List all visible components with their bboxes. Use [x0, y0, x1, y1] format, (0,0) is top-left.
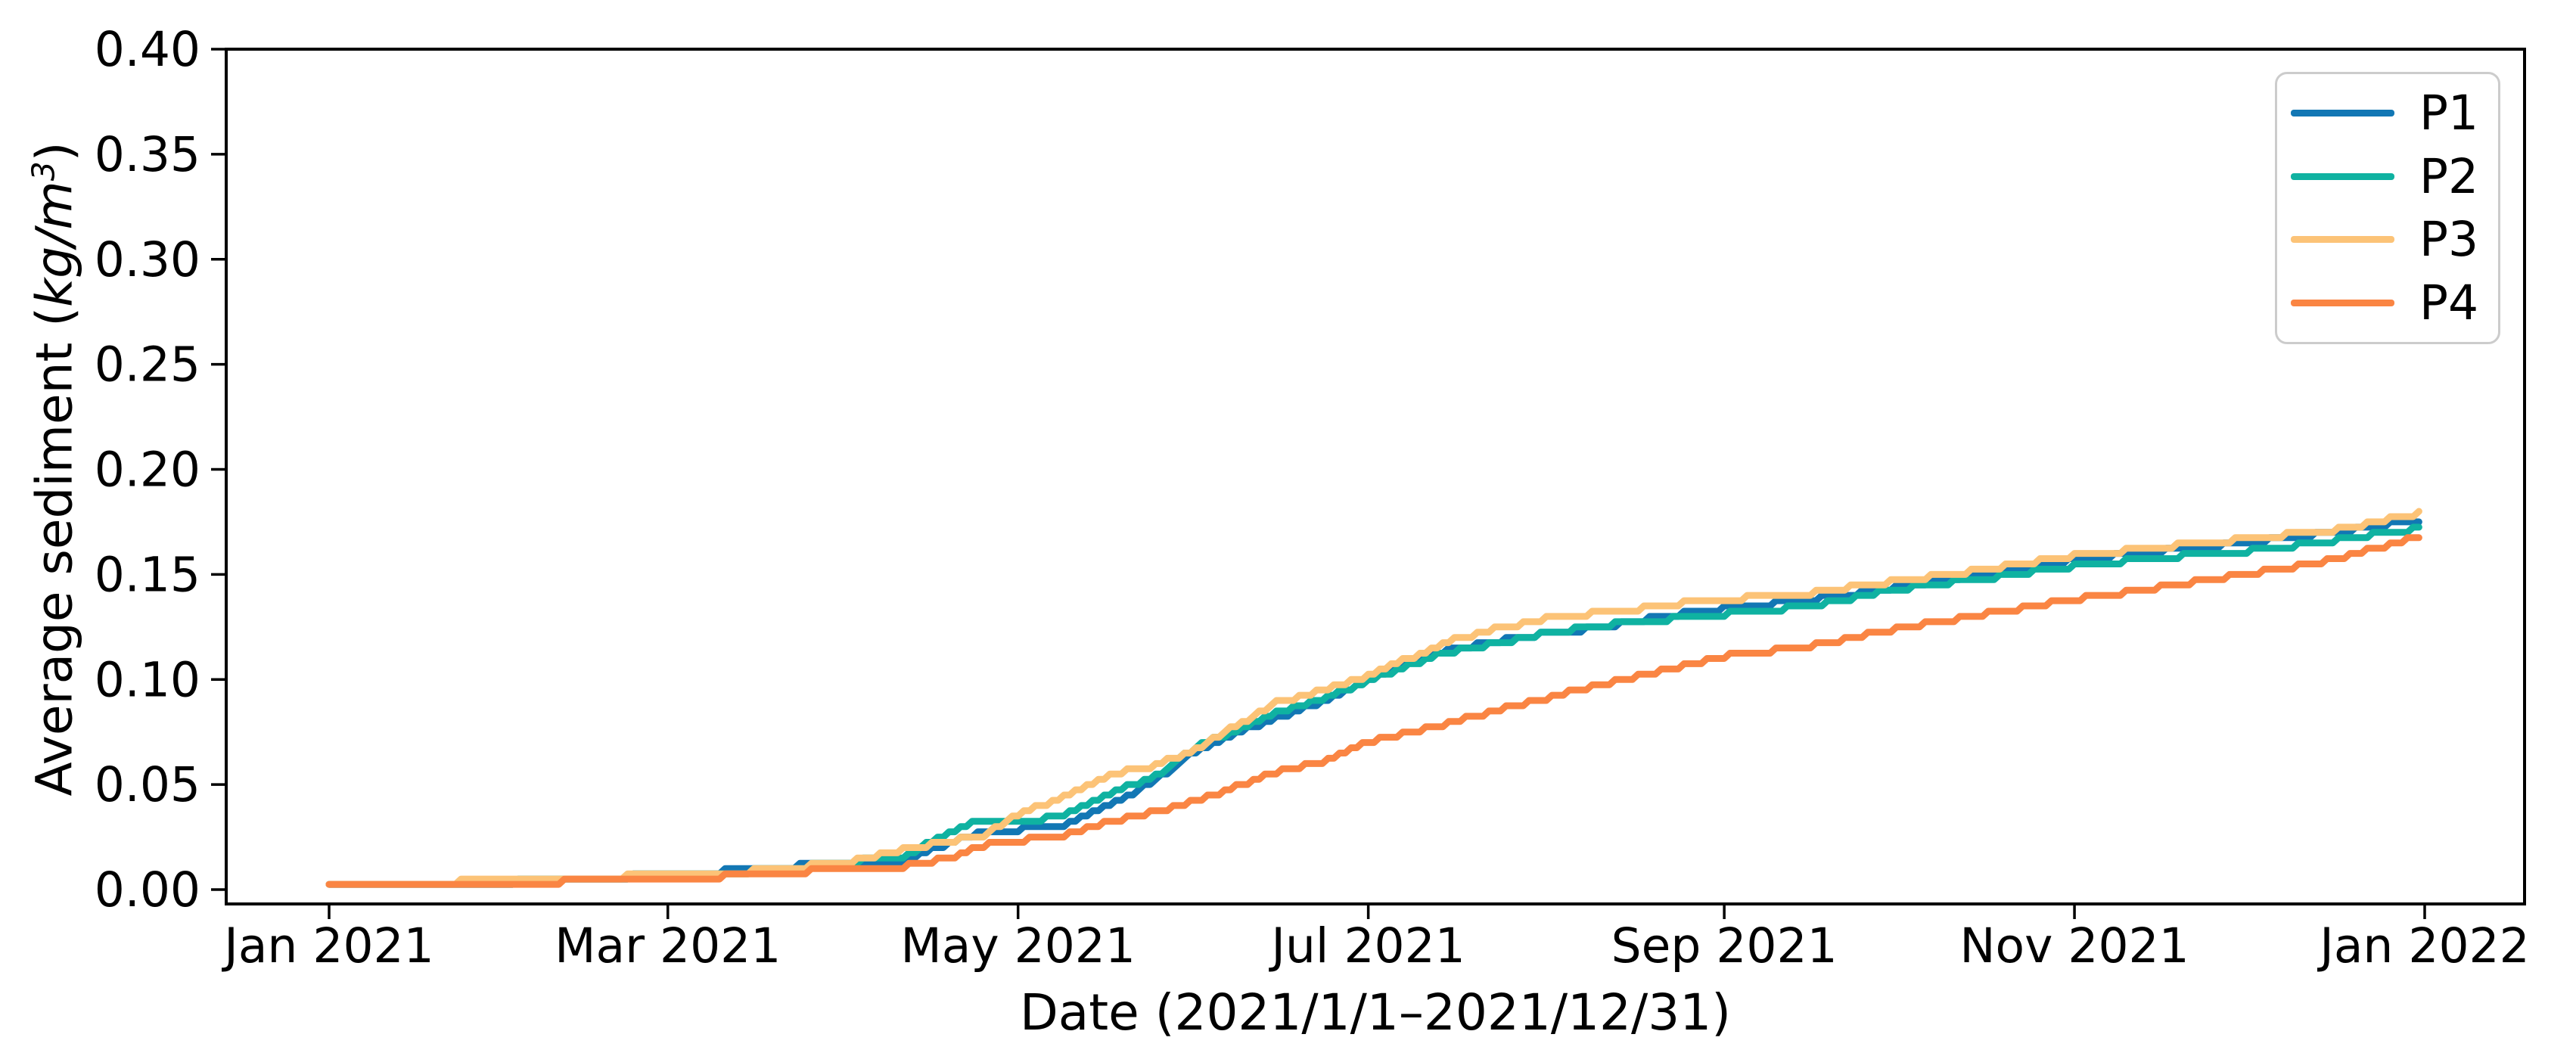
y-tick-label: 0.35 — [95, 127, 200, 182]
legend-label-p1: P1 — [2419, 85, 2479, 141]
y-tick-label: 0.20 — [95, 443, 200, 498]
x-ticks: Jan 2021 Mar 2021 May 2021 Jul 2021 Sep 2021… — [221, 904, 2530, 974]
series-line-p3 — [325, 508, 2422, 888]
y-ticks: 0.00 0.05 0.10 0.15 0.20 0.25 0.30 0.35 0.40 — [95, 22, 226, 918]
x-tick-label: May 2021 — [900, 918, 1136, 974]
legend-label-p3: P3 — [2419, 212, 2479, 268]
legend-line-swatch-p2-icon — [2291, 172, 2394, 180]
x-tick-label: Nov 2021 — [1959, 918, 2189, 974]
series-line-p4 — [325, 534, 2422, 888]
y-tick-label: 0.05 — [95, 757, 200, 812]
y-axis-label-prefix: Average sediment ( — [25, 306, 84, 797]
legend-label-p2: P2 — [2419, 148, 2479, 204]
x-tick-label: Jul 2021 — [1268, 918, 1465, 974]
y-axis-label-superscript: 3 — [25, 161, 62, 182]
y-tick-label: 0.10 — [95, 652, 200, 707]
y-tick-label: 0.25 — [95, 337, 200, 393]
legend-item-p3: P3 — [2291, 216, 2498, 263]
y-axis-label-suffix: ) — [25, 141, 84, 162]
series-line-p2 — [325, 523, 2422, 888]
y-axis-label: Average sediment (kg/m3) — [26, 142, 84, 797]
legend-line-swatch-p4-icon — [2291, 299, 2394, 306]
y-tick-label: 0.40 — [95, 22, 200, 77]
legend-item-p2: P2 — [2291, 153, 2498, 200]
x-axis-label: Date (2021/1/1–2021/12/31) — [1019, 983, 1732, 1042]
x-tick-label: Jan 2021 — [221, 918, 433, 974]
series-line-p1 — [325, 518, 2422, 888]
x-tick-label: Mar 2021 — [555, 918, 781, 974]
y-axis-label-unit: kg/m — [25, 181, 84, 307]
legend-line-swatch-p1-icon — [2291, 110, 2394, 117]
plot-spines — [225, 48, 2526, 905]
y-tick-label: 0.15 — [95, 547, 200, 602]
legend: P1 P2 P3 P4 — [2275, 72, 2500, 344]
legend-label-p4: P4 — [2419, 275, 2479, 331]
legend-line-swatch-p3-icon — [2291, 236, 2394, 244]
x-tick-label: Jan 2022 — [2317, 918, 2529, 974]
legend-item-p4: P4 — [2291, 279, 2498, 327]
y-tick-label: 0.00 — [95, 862, 200, 918]
y-tick-label: 0.30 — [95, 232, 200, 287]
legend-item-p1: P1 — [2291, 89, 2498, 137]
x-tick-label: Sep 2021 — [1611, 918, 1838, 974]
